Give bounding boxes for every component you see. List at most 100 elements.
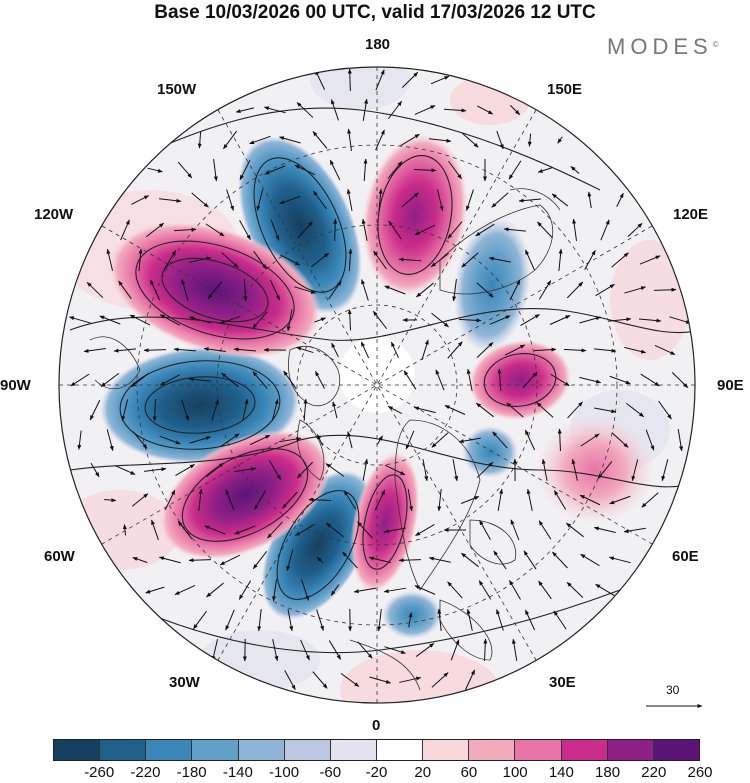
wind-vector [566,582,584,598]
wind-vector [538,580,552,600]
wind-vector [609,317,632,322]
colorbar-segment [561,740,608,760]
lon-label-90e: 90E [717,377,744,394]
wind-vector [553,490,567,510]
contour-lines [69,107,695,654]
wind-vector [314,69,326,90]
wind-vector [328,640,342,660]
wind-vector [68,316,91,324]
wind-vector [478,580,492,600]
wind-vector [511,638,518,661]
colorbar-tick-label: 260 [687,764,713,781]
wind-vector [333,218,338,242]
wind-vector [375,129,385,151]
wind-vector [205,223,225,237]
wind-vector [235,107,255,114]
colorbar-tick-label: -220 [130,764,161,781]
wind-vector [340,673,360,687]
wind-vector [557,428,562,452]
wind-vector [476,105,494,115]
wind-vector [384,285,406,295]
wind-vector [189,256,212,263]
wind-vector [181,399,189,421]
wind-vector [360,341,370,359]
wind-vector [189,436,212,444]
wind-vector [300,639,310,661]
wind-vector [460,552,479,568]
wind-vector [408,612,413,628]
wind-vector [437,608,442,631]
wind-vector [558,248,563,271]
wind-vector [464,669,476,691]
wind-vector [443,108,467,113]
wind-vector [282,491,298,509]
wind-vector [347,128,352,151]
wind-vector [452,459,459,482]
lon-label-0: 0 [372,717,381,734]
wind-vector [447,221,463,239]
wind-vector [373,250,387,270]
wind-vector [609,375,631,385]
wind-vector [347,68,352,92]
wind-vector [431,672,449,688]
wind-vector [331,99,339,121]
wind-vector [296,461,314,479]
wind-vector [191,192,209,208]
wind-vector [415,523,435,537]
wind-vector [398,558,422,563]
wind-vector [181,278,189,301]
wind-vector [329,159,341,181]
wind-vector [537,167,552,173]
wind-vector [151,519,159,541]
wind-vector [233,347,257,352]
wind-vector [567,401,583,419]
wind-vector [390,341,400,359]
anomaly-blob [453,217,531,353]
wind-vector [483,638,488,662]
wind-vector [159,435,181,445]
wind-vector [491,192,509,208]
anomaly-blob [350,451,420,593]
wind-vector [239,220,251,241]
wind-vector [83,348,106,353]
wind-vector [296,346,314,354]
wind-vector [315,370,325,389]
wind-vector [493,550,507,570]
wind-vector [475,402,494,418]
wind-vector [508,160,522,180]
wind-vector [131,493,149,507]
colorbar-segment [146,740,193,760]
wind-vector [279,437,302,443]
wind-vector [253,250,267,270]
map-title: Base 10/03/2026 00 UTC, valid 17/03/2026… [154,2,596,23]
wind-vector [475,223,495,237]
colorbar [53,739,700,761]
anomaly-blob [382,591,442,639]
wind-vector [414,224,436,236]
wind-vector [297,221,313,239]
wind-vector [625,402,645,418]
wind-vector [645,429,655,451]
wind-vector [198,488,203,511]
colorbar-segment [376,740,424,760]
wind-vector [388,220,402,240]
wind-vector [509,279,521,301]
wind-vector [278,136,301,144]
wind-vector [177,161,193,179]
wind-vector [611,432,629,448]
colorbar-tick-label: -60 [319,764,342,781]
wind-vector [242,398,249,421]
wind-vector [295,524,315,536]
brand-logo: MODES© [607,34,719,60]
wind-vector [538,520,552,540]
wind-vector [149,279,161,301]
wind-vector [331,342,339,358]
wind-vector [566,281,584,299]
wind-vector [158,556,181,564]
wind-vector [383,527,406,534]
wind-vector [204,525,226,535]
colorbar-tick-label: 180 [595,764,621,781]
wind-vector [243,278,248,302]
wind-vector [188,377,211,382]
wind-vector [523,550,537,570]
